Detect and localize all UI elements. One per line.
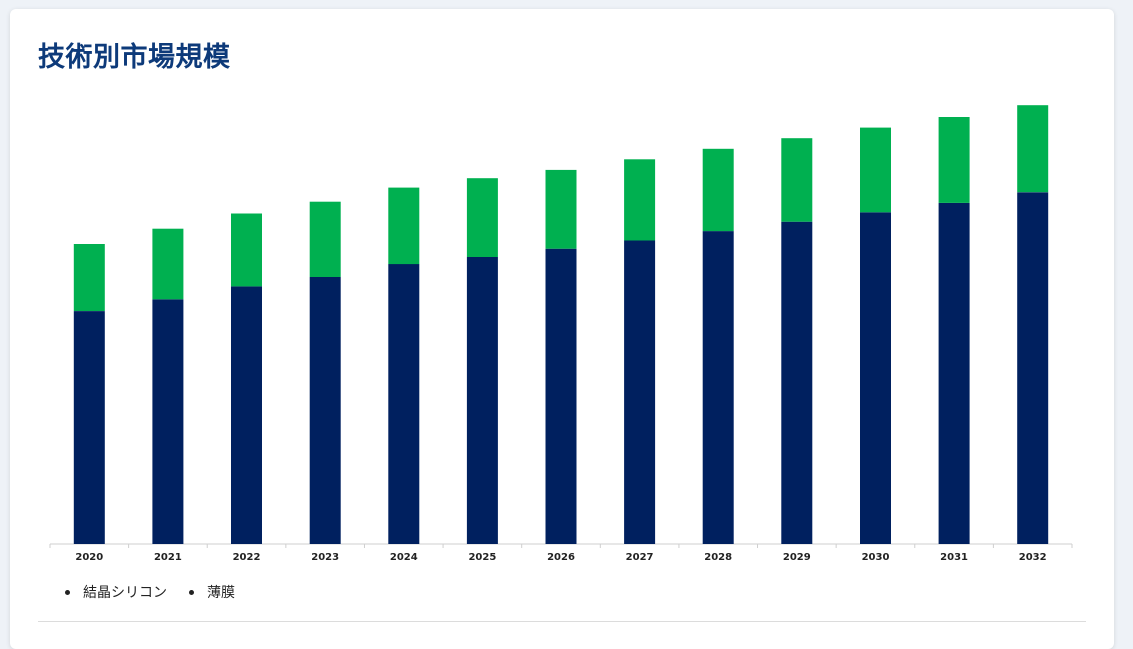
bar-thin-film-2023[interactable] xyxy=(309,201,341,277)
bar-thin-film-2021[interactable] xyxy=(152,228,184,300)
page-title: 技術別市場規模 xyxy=(38,42,231,73)
legend-item-crystalline-silicon[interactable]: 結晶シリコン xyxy=(65,582,167,602)
bar-thin-film-2027[interactable] xyxy=(624,159,656,241)
bar-thin-film-2028[interactable] xyxy=(702,148,734,232)
legend-label: 薄膜 xyxy=(207,585,235,601)
legend-bullet-icon xyxy=(189,589,194,595)
bar-crystalline-silicon-2025[interactable] xyxy=(466,257,498,544)
bar-thin-film-2024[interactable] xyxy=(388,187,420,265)
legend-item-thin-film[interactable]: 薄膜 xyxy=(189,582,235,602)
x-tick-label: 2028 xyxy=(704,552,732,563)
bar-crystalline-silicon-2022[interactable] xyxy=(231,286,262,544)
bar-thin-film-2031[interactable] xyxy=(938,117,970,203)
bar-crystalline-silicon-2031[interactable] xyxy=(938,202,970,544)
x-tick-label: 2023 xyxy=(311,552,339,563)
bar-crystalline-silicon-2029[interactable] xyxy=(781,221,813,544)
x-tick-label: 2020 xyxy=(75,552,103,563)
legend: 結晶シリコン 薄膜 xyxy=(65,582,235,602)
bar-crystalline-silicon-2024[interactable] xyxy=(388,264,420,544)
x-tick-label: 2021 xyxy=(154,552,182,563)
bar-crystalline-silicon-2020[interactable] xyxy=(73,311,105,544)
bar-thin-film-2032[interactable] xyxy=(1017,105,1049,193)
divider xyxy=(38,621,1086,622)
legend-bullet-icon xyxy=(65,589,70,595)
bar-thin-film-2020[interactable] xyxy=(73,244,105,311)
x-tick-label: 2030 xyxy=(862,552,890,563)
bar-chart: 2020 2021 2022 2023 2024 2025 2026 2027 2028 2029… xyxy=(49,105,1073,563)
bar-thin-film-2025[interactable] xyxy=(466,178,498,257)
x-tick-label: 2027 xyxy=(626,552,654,563)
chart-card: 技術別市場規模 2020 2021 2022 2023 2024 2025 2026 2027… xyxy=(10,9,1114,649)
bar-thin-film-2030[interactable] xyxy=(860,127,891,213)
bar-crystalline-silicon-2023[interactable] xyxy=(309,277,341,544)
bar-crystalline-silicon-2028[interactable] xyxy=(702,231,734,544)
x-tick-label: 2029 xyxy=(783,552,811,563)
bar-crystalline-silicon-2030[interactable] xyxy=(860,212,891,545)
bar-crystalline-silicon-2032[interactable] xyxy=(1017,192,1049,545)
bar-crystalline-silicon-2027[interactable] xyxy=(624,240,656,545)
bar-thin-film-2029[interactable] xyxy=(781,138,813,222)
x-tick-label: 2025 xyxy=(468,552,496,563)
x-tick-label: 2024 xyxy=(390,552,418,563)
x-tick-label: 2032 xyxy=(1019,552,1047,563)
x-tick-label: 2031 xyxy=(940,552,968,563)
bar-thin-film-2022[interactable] xyxy=(231,213,262,287)
bar-thin-film-2026[interactable] xyxy=(545,169,577,249)
x-tick-label: 2026 xyxy=(547,552,575,563)
x-tick-label: 2022 xyxy=(233,552,261,563)
legend-label: 結晶シリコン xyxy=(83,585,167,601)
bar-crystalline-silicon-2026[interactable] xyxy=(545,248,577,544)
bar-crystalline-silicon-2021[interactable] xyxy=(152,299,184,544)
